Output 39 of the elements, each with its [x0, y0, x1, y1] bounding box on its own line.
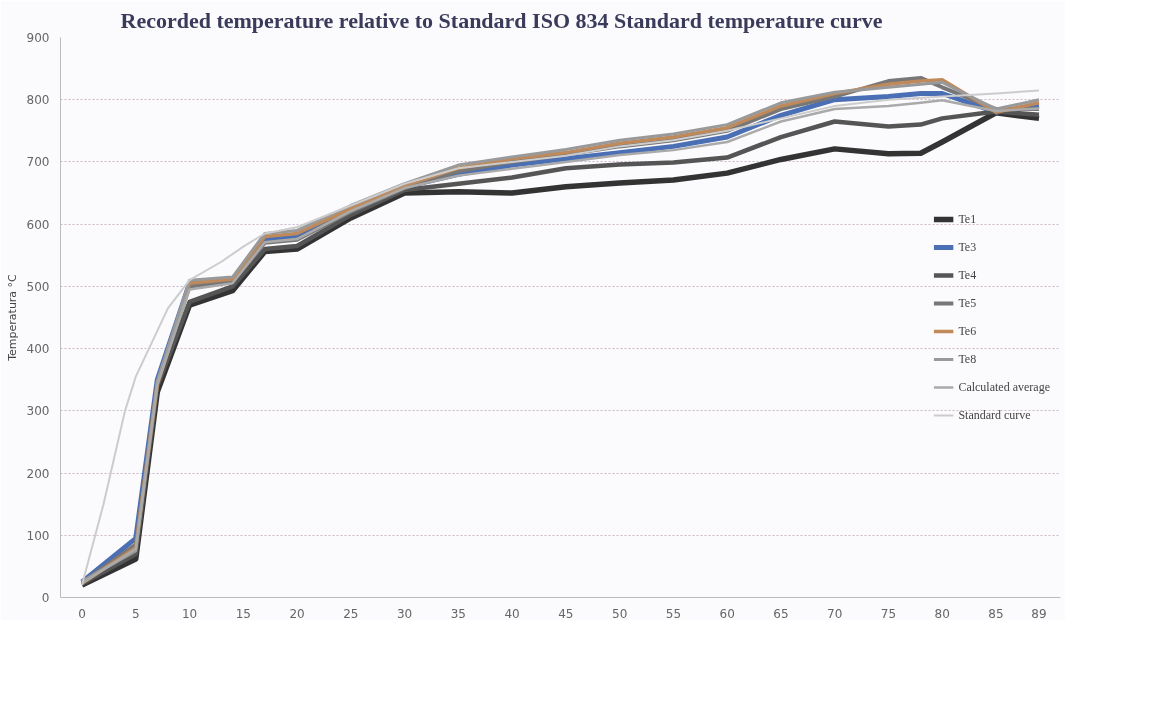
x-tick-label: 40 [504, 606, 520, 621]
x-tick-label: 25 [343, 606, 359, 621]
chart-title: Recorded temperature relative to Standard ISO 834 Standard temperature curve [120, 7, 883, 33]
legend-label: Te6 [958, 323, 978, 339]
x-tick-label: 89 [1031, 606, 1047, 621]
x-tick-label: 20 [289, 606, 305, 621]
x-tick-label: 45 [558, 606, 574, 621]
legend-label: Calculated average [958, 379, 1050, 395]
legend-label: Te8 [958, 351, 978, 367]
y-tick-label: 600 [26, 217, 50, 232]
x-tick-label: 60 [719, 606, 735, 621]
x-tick-label: 5 [131, 606, 140, 621]
y-tick-label: 300 [26, 404, 50, 419]
y-axis-title: Temperatura °C [5, 273, 19, 362]
y-tick-label: 900 [26, 31, 50, 45]
x-tick-label: 55 [665, 606, 682, 621]
x-tick-label: 75 [880, 606, 897, 621]
y-tick-label: 500 [26, 279, 50, 294]
x-tick-label: 10 [181, 606, 198, 621]
y-tick-label: 100 [26, 528, 50, 543]
y-tick-label: 700 [26, 155, 50, 170]
x-tick-label: 85 [988, 606, 1004, 621]
x-tick-label: 30 [396, 606, 413, 621]
x-tick-label: 65 [773, 606, 789, 621]
legend-label: Te3 [958, 239, 978, 255]
legend-label: Te1 [958, 211, 978, 227]
x-tick-label: 70 [827, 606, 843, 621]
y-tick-label: 800 [26, 93, 50, 108]
legend-label: Te5 [958, 295, 978, 311]
legend-label: Te4 [958, 267, 978, 283]
y-tick-label: 400 [26, 342, 50, 357]
x-tick-label: 80 [934, 606, 950, 621]
x-tick-label: 0 [78, 606, 86, 621]
x-tick-label: 50 [612, 606, 628, 621]
y-tick-label: 0 [41, 591, 50, 605]
y-tick-label: 200 [26, 466, 50, 481]
x-tick-label: 35 [450, 606, 466, 621]
x-tick-label: 15 [235, 606, 251, 621]
legend-label: Standard curve [958, 407, 1031, 423]
